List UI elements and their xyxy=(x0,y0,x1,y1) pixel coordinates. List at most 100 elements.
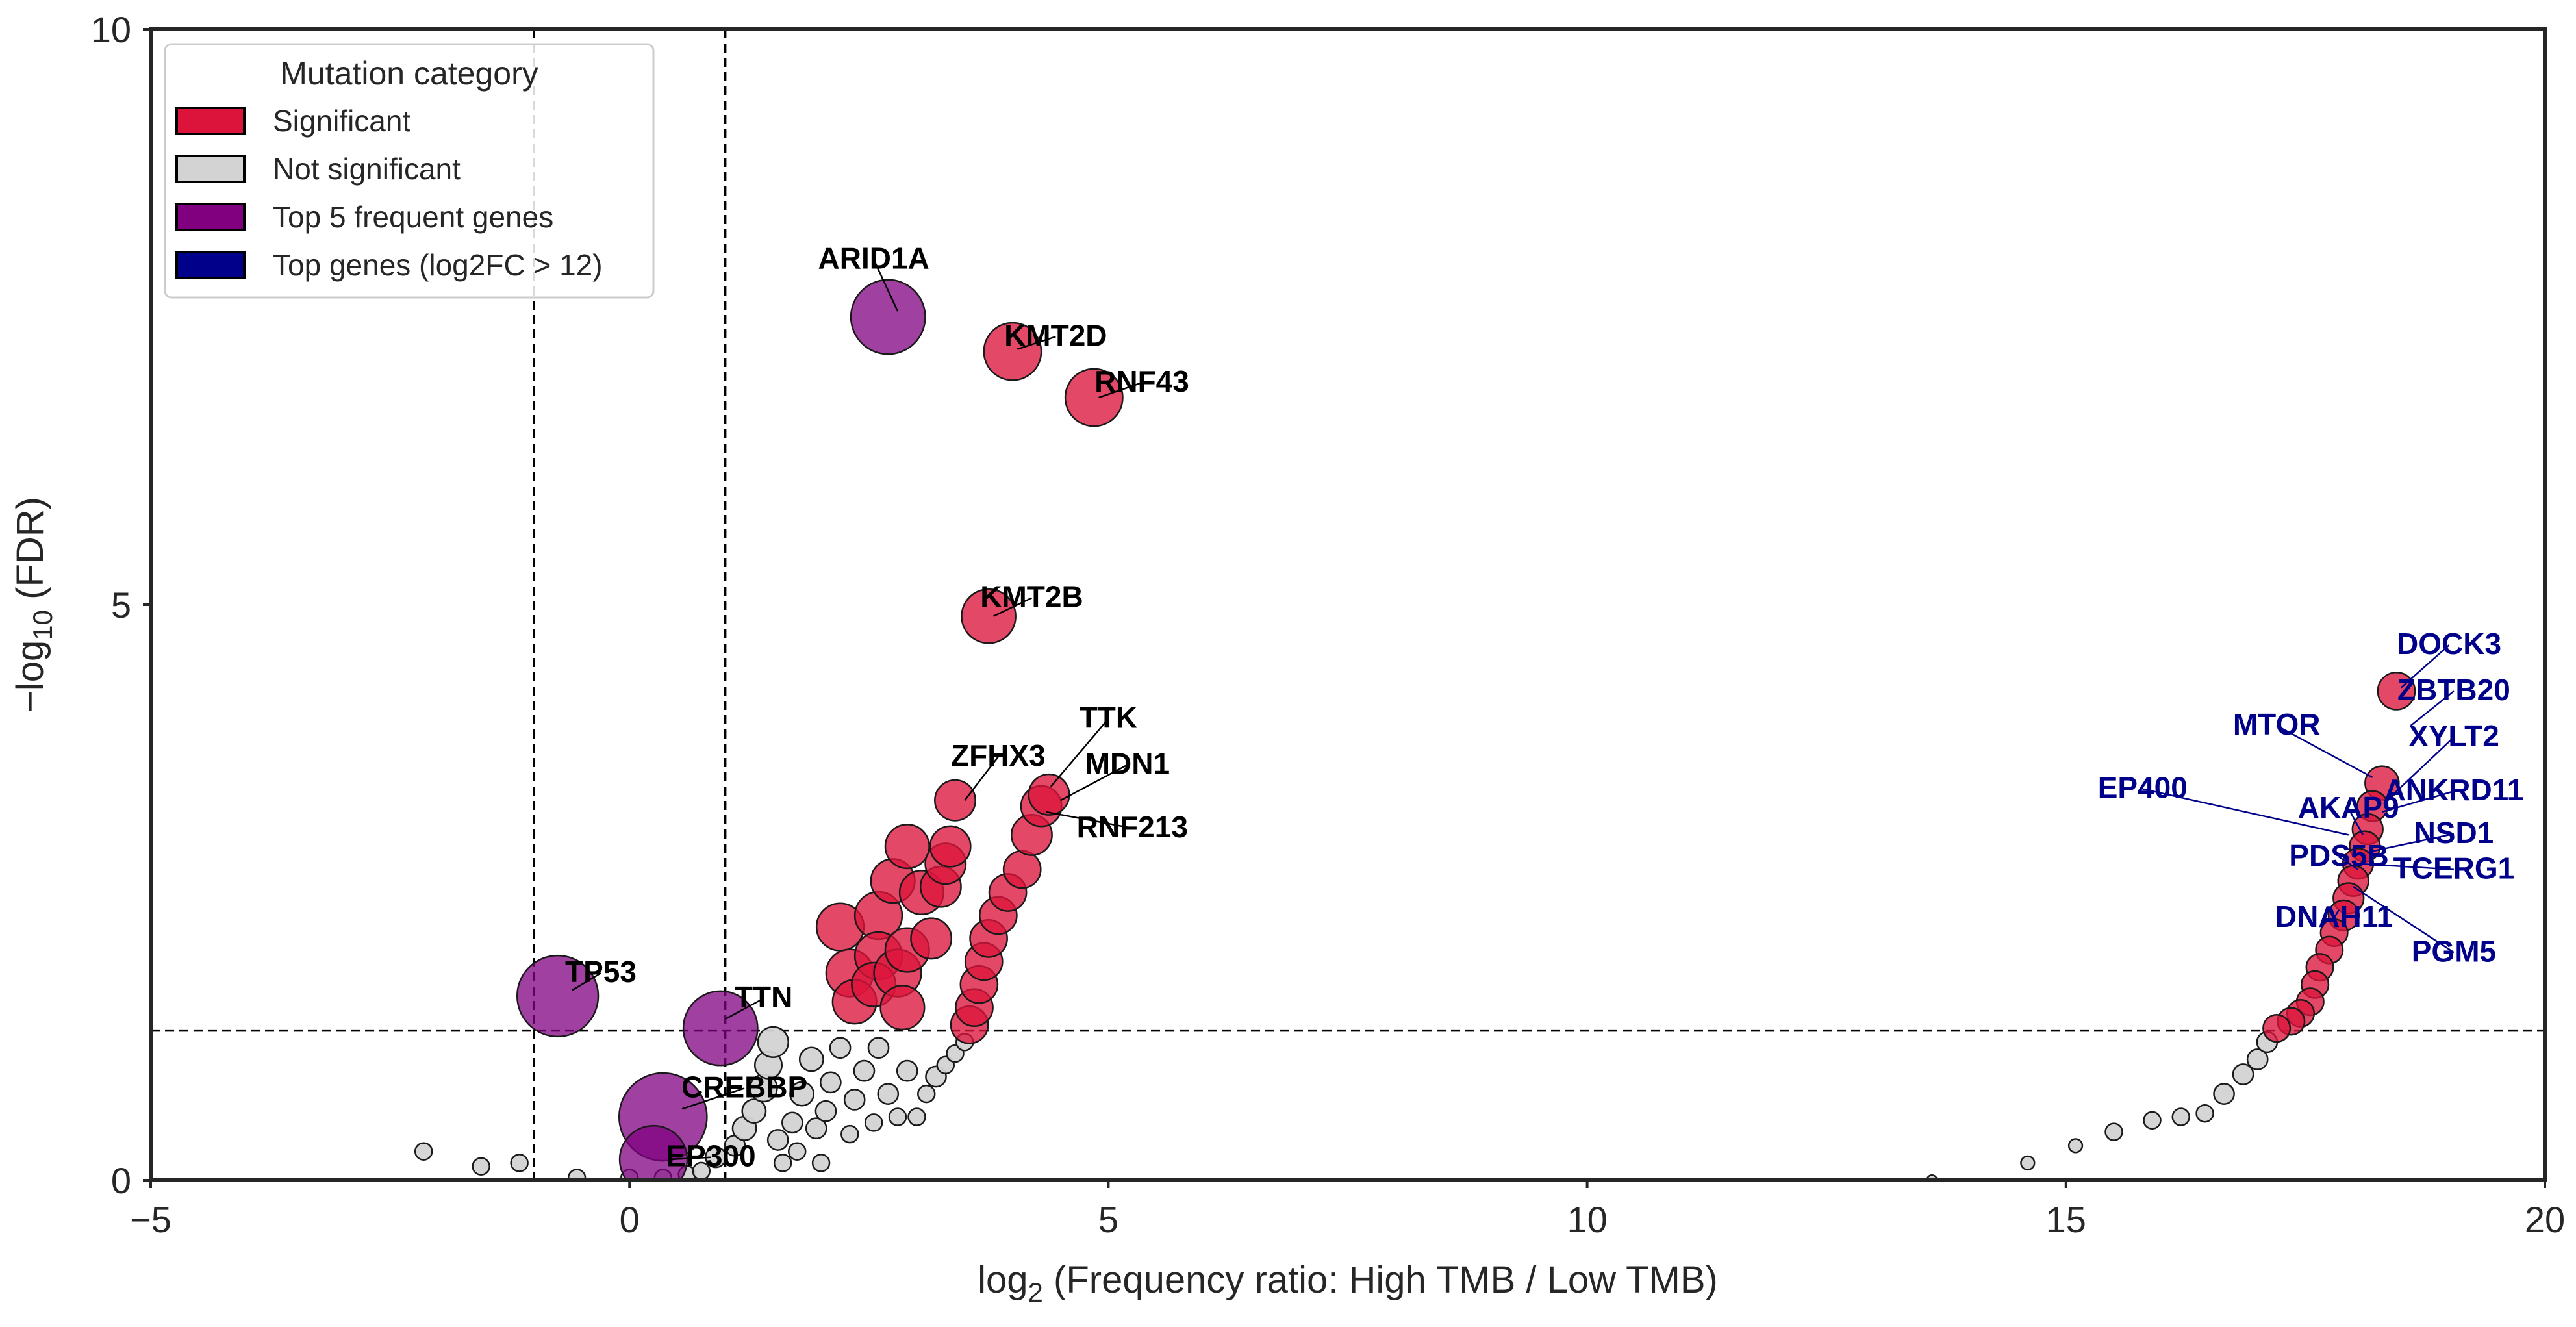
legend-swatch-top5 xyxy=(175,203,246,231)
point-not-significant-17 xyxy=(781,1111,803,1134)
point-top5-2 xyxy=(682,990,759,1067)
annotation-leader-22 xyxy=(2333,909,2340,918)
point-not-significant-15 xyxy=(766,1129,789,1151)
point-not-significant-47 xyxy=(2213,1083,2235,1105)
legend-label-top-fc: Top genes (log2FC > 12) xyxy=(273,248,603,282)
annotation-leader-4 xyxy=(1050,718,1109,787)
annotation-leader-8 xyxy=(572,972,601,991)
scatter-points xyxy=(414,279,2416,1180)
x-tick-label-3: 10 xyxy=(1567,1199,1607,1240)
point-not-significant-32 xyxy=(888,1107,907,1126)
annotation-leader-9 xyxy=(725,998,764,1020)
annotation-label-dnah11: DNAH11 xyxy=(2275,900,2393,933)
annotation-label-zbtb20: ZBTB20 xyxy=(2397,673,2510,707)
annotation-label-kmt2b: KMT2B xyxy=(980,580,1083,614)
point-not-significant-23 xyxy=(814,1100,837,1122)
legend-swatch-significant xyxy=(175,107,246,135)
point-not-significant-3 xyxy=(567,1169,587,1180)
annotation-label-akap9: AKAP9 xyxy=(2298,790,2399,824)
point-not-significant-33 xyxy=(896,1059,918,1082)
annotation-label-kmt2d: KMT2D xyxy=(1004,318,1107,352)
point-top5-1 xyxy=(516,954,600,1038)
annotation-leader-16 xyxy=(2382,790,2455,813)
point-not-significant-44 xyxy=(2143,1111,2162,1130)
point-not-significant-2 xyxy=(510,1154,529,1172)
y-tick-label-0: 0 xyxy=(111,1160,131,1201)
annotation-leader-6 xyxy=(1060,764,1128,802)
legend-entry-not-significant: Not significant xyxy=(175,152,461,186)
point-not-significant-43 xyxy=(2104,1122,2123,1141)
point-top5-4 xyxy=(618,1124,688,1180)
annotation-leader-14 xyxy=(2276,725,2373,778)
legend-swatch-top-fc xyxy=(175,251,246,279)
annotation-leader-20 xyxy=(2338,856,2359,870)
legend-entry-top-fc: Top genes (log2FC > 12) xyxy=(175,248,603,282)
x-axis-label-subscript: 2 xyxy=(1028,1277,1043,1308)
legend-label-significant: Significant xyxy=(273,104,410,138)
annotation-label-mtor: MTOR xyxy=(2233,707,2321,741)
annotation-leader-7 xyxy=(1046,811,1133,829)
point-significant-47 xyxy=(2262,1014,2292,1043)
annotation-label-ttk: TTK xyxy=(1080,701,1137,735)
annotation-label-ep400: EP400 xyxy=(2098,771,2188,805)
gene-annotations: ARID1A KMT2D RNF43 KMT2B TTK ZFHX3 MDN1 RNF213 T… xyxy=(565,242,2523,1173)
annotation-leader-12 xyxy=(2401,644,2450,689)
point-not-significant-24 xyxy=(819,1071,842,1094)
annotation-label-arid1a: ARID1A xyxy=(818,242,929,275)
point-not-significant-14 xyxy=(757,1026,790,1059)
point-not-significant-46 xyxy=(2195,1104,2214,1123)
point-not-significant-35 xyxy=(917,1084,936,1104)
annotation-leader-10 xyxy=(681,1087,745,1110)
y-axis-label-prefix: −log xyxy=(9,640,51,713)
point-not-significant-21 xyxy=(805,1117,827,1140)
x-tick-label-0: −5 xyxy=(130,1199,171,1240)
annotation-label-nsd1: NSD1 xyxy=(2414,816,2494,850)
point-not-significant-45 xyxy=(2171,1107,2190,1126)
point-not-significant-22 xyxy=(811,1154,831,1172)
point-significant-31 xyxy=(2377,672,2416,711)
point-not-significant-49 xyxy=(2246,1048,2269,1070)
annotation-leader-3 xyxy=(992,597,1032,617)
point-not-significant-34 xyxy=(907,1107,926,1126)
x-tick-label-4: 15 xyxy=(2046,1199,2086,1240)
x-tick-label-2: 5 xyxy=(1098,1199,1118,1240)
x-axis-label-prefix: log xyxy=(978,1259,1028,1301)
point-not-significant-31 xyxy=(877,1083,900,1105)
y-axis-label-subscript: 10 xyxy=(27,610,58,640)
annotation-label-dock3: DOCK3 xyxy=(2397,627,2501,661)
annotation-label-ttn: TTN xyxy=(735,980,792,1014)
annotation-leader-11 xyxy=(668,1156,711,1161)
legend-label-top5: Top 5 frequent genes xyxy=(273,200,553,234)
legend: Mutation category Significant Not signif… xyxy=(164,43,655,299)
point-not-significant-16 xyxy=(773,1154,792,1172)
annotation-leader-21 xyxy=(2358,863,2455,870)
legend-title: Mutation category xyxy=(280,55,538,92)
annotation-label-pds5b: PDS5B xyxy=(2289,839,2388,872)
y-axis-label-suffix: (FDR) xyxy=(9,497,51,610)
point-not-significant-25 xyxy=(829,1037,852,1059)
point-not-significant-48 xyxy=(2232,1063,2254,1085)
annotation-leader-17 xyxy=(2142,788,2349,836)
point-not-significant-29 xyxy=(864,1113,883,1132)
annotation-leader-18 xyxy=(2347,808,2364,835)
annotation-leader-13 xyxy=(2410,690,2455,727)
point-not-significant-30 xyxy=(867,1037,890,1059)
point-significant-13 xyxy=(884,824,930,870)
point-significant-19 xyxy=(934,779,976,822)
annotation-label-tp53: TP53 xyxy=(565,955,637,989)
point-significant-15 xyxy=(910,917,953,960)
point-not-significant-27 xyxy=(843,1089,866,1111)
legend-entry-significant: Significant xyxy=(175,104,410,138)
point-significant-1 xyxy=(1064,368,1124,427)
annotation-label-zfhx3: ZFHX3 xyxy=(951,739,1046,772)
legend-entry-top5: Top 5 frequent genes xyxy=(175,200,553,234)
annotation-label-rnf43: RNF43 xyxy=(1094,364,1189,398)
y-tick-label-1: 5 xyxy=(111,585,131,626)
point-not-significant-28 xyxy=(853,1059,876,1082)
point-not-significant-11 xyxy=(741,1098,767,1124)
annotation-leader-15 xyxy=(2386,737,2455,802)
point-not-significant-18 xyxy=(787,1142,807,1161)
annotation-leader-0 xyxy=(873,259,899,312)
